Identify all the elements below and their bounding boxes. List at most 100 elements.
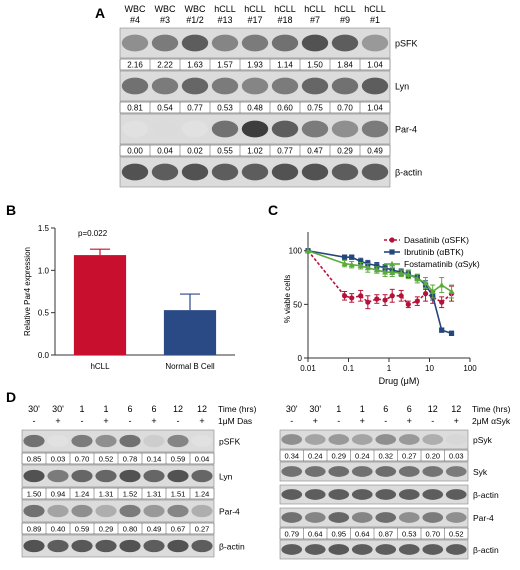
- quant-value: 1.51: [171, 490, 186, 499]
- blot-band: [361, 77, 389, 95]
- blot-band: [328, 544, 350, 555]
- data-point: [358, 293, 364, 299]
- data-point: [398, 270, 405, 276]
- blot-band: [304, 544, 326, 555]
- blot-band: [271, 163, 299, 181]
- time-label: 1: [360, 404, 365, 414]
- time-label: 12: [428, 404, 438, 414]
- data-point: [348, 261, 355, 268]
- blot-band: [328, 434, 350, 445]
- treatment-label: +: [407, 416, 412, 426]
- x-tick-label: 10: [425, 364, 434, 373]
- panel-label-d: D: [6, 389, 16, 405]
- blot-label: pSyk: [473, 435, 493, 445]
- quant-value: 1.31: [99, 490, 114, 499]
- blot-band: [121, 163, 149, 181]
- legend-marker: [389, 260, 395, 267]
- lane-label-line1: WBC: [185, 4, 206, 14]
- blot-band: [445, 466, 467, 477]
- blot-band: [351, 434, 373, 445]
- quant-value: 0.64: [355, 530, 370, 539]
- quant-value: 0.29: [99, 525, 114, 534]
- lane-label-line2: #3: [160, 15, 170, 25]
- quant-value: 0.77: [187, 104, 203, 113]
- quant-value: 0.48: [247, 104, 263, 113]
- bar-hcll: [73, 255, 127, 355]
- quant-value: 0.03: [51, 455, 66, 464]
- lane-label-line2: #9: [340, 15, 350, 25]
- treatment-label: -: [337, 416, 340, 426]
- data-point: [439, 299, 445, 305]
- time-label: 1: [79, 404, 84, 414]
- blot-band: [398, 544, 420, 555]
- blot-band: [375, 466, 397, 477]
- quant-value: 0.52: [449, 530, 464, 539]
- data-point: [439, 327, 445, 333]
- time-label: 6: [383, 404, 388, 414]
- blot-band: [422, 489, 444, 500]
- blot-band: [361, 34, 389, 52]
- blot-band: [143, 504, 165, 518]
- blot-band: [71, 469, 93, 483]
- blot-strip: [279, 461, 469, 482]
- blot-band: [211, 77, 239, 95]
- blot-band: [445, 489, 467, 500]
- lane-label-line1: WBC: [125, 4, 146, 14]
- blot-band: [181, 163, 209, 181]
- blot-band: [23, 504, 45, 518]
- lane-label-line1: hCLL: [214, 4, 236, 14]
- treatment-label: +: [360, 416, 365, 426]
- blot-band: [304, 489, 326, 500]
- blot-band: [191, 469, 213, 483]
- blot-band: [351, 544, 373, 555]
- time-label: 12: [451, 404, 461, 414]
- blot-band: [271, 120, 299, 138]
- blot-band: [331, 163, 359, 181]
- blot-band: [191, 434, 213, 448]
- treatment-label: +: [55, 416, 60, 426]
- data-point: [389, 268, 396, 275]
- quant-value: 0.60: [277, 104, 293, 113]
- blot-label: Syk: [473, 467, 488, 477]
- treatment-axis-label: 2μM αSyk: [472, 416, 511, 426]
- quant-value: 0.29: [337, 147, 353, 156]
- data-point: [414, 298, 420, 304]
- blot-band: [331, 77, 359, 95]
- quant-value: 0.59: [75, 525, 90, 534]
- quant-value: 1.93: [247, 61, 263, 70]
- time-label: 1: [103, 404, 108, 414]
- lane-label-line1: hCLL: [364, 4, 386, 14]
- blot-strip: [279, 484, 469, 505]
- data-point: [365, 299, 371, 305]
- quant-value: 0.40: [51, 525, 66, 534]
- quant-value: 1.02: [247, 147, 263, 156]
- blot-band: [304, 434, 326, 445]
- quant-value: 0.80: [123, 525, 138, 534]
- legend-label: Fostamatinib (αSyk): [404, 259, 480, 269]
- y-axis-title: Relative Par4 expression: [23, 247, 32, 336]
- quant-value: 0.78: [123, 455, 138, 464]
- blot-band: [328, 489, 350, 500]
- blot-band: [71, 504, 93, 518]
- quant-value: 0.27: [195, 525, 210, 534]
- y-tick-label: 1.0: [38, 266, 50, 275]
- time-label: 6: [151, 404, 156, 414]
- quant-box: [119, 144, 391, 157]
- blot-label: β-actin: [473, 545, 499, 555]
- blot-band: [167, 469, 189, 483]
- quant-value: 0.55: [217, 147, 233, 156]
- quant-value: 0.85: [27, 455, 42, 464]
- panel-d-right-western-blot: 30' - 30' +1 - 1 +6 - 6 +12 - 12 + Time (hrs) 2μM αSyk…: [279, 404, 511, 560]
- quant-value: 0.04: [157, 147, 173, 156]
- legend-marker: [389, 237, 395, 243]
- lane-label-line1: WBC: [155, 4, 176, 14]
- data-point: [357, 262, 364, 269]
- quant-value: 0.04: [195, 455, 210, 464]
- blot-band: [398, 489, 420, 500]
- data-point: [341, 254, 348, 260]
- treatment-label: -: [431, 416, 434, 426]
- blot-band: [398, 512, 420, 523]
- panel-label-c: C: [268, 202, 278, 218]
- data-point: [374, 263, 380, 269]
- legend-label: Ibrutinib (αBTK): [404, 247, 464, 257]
